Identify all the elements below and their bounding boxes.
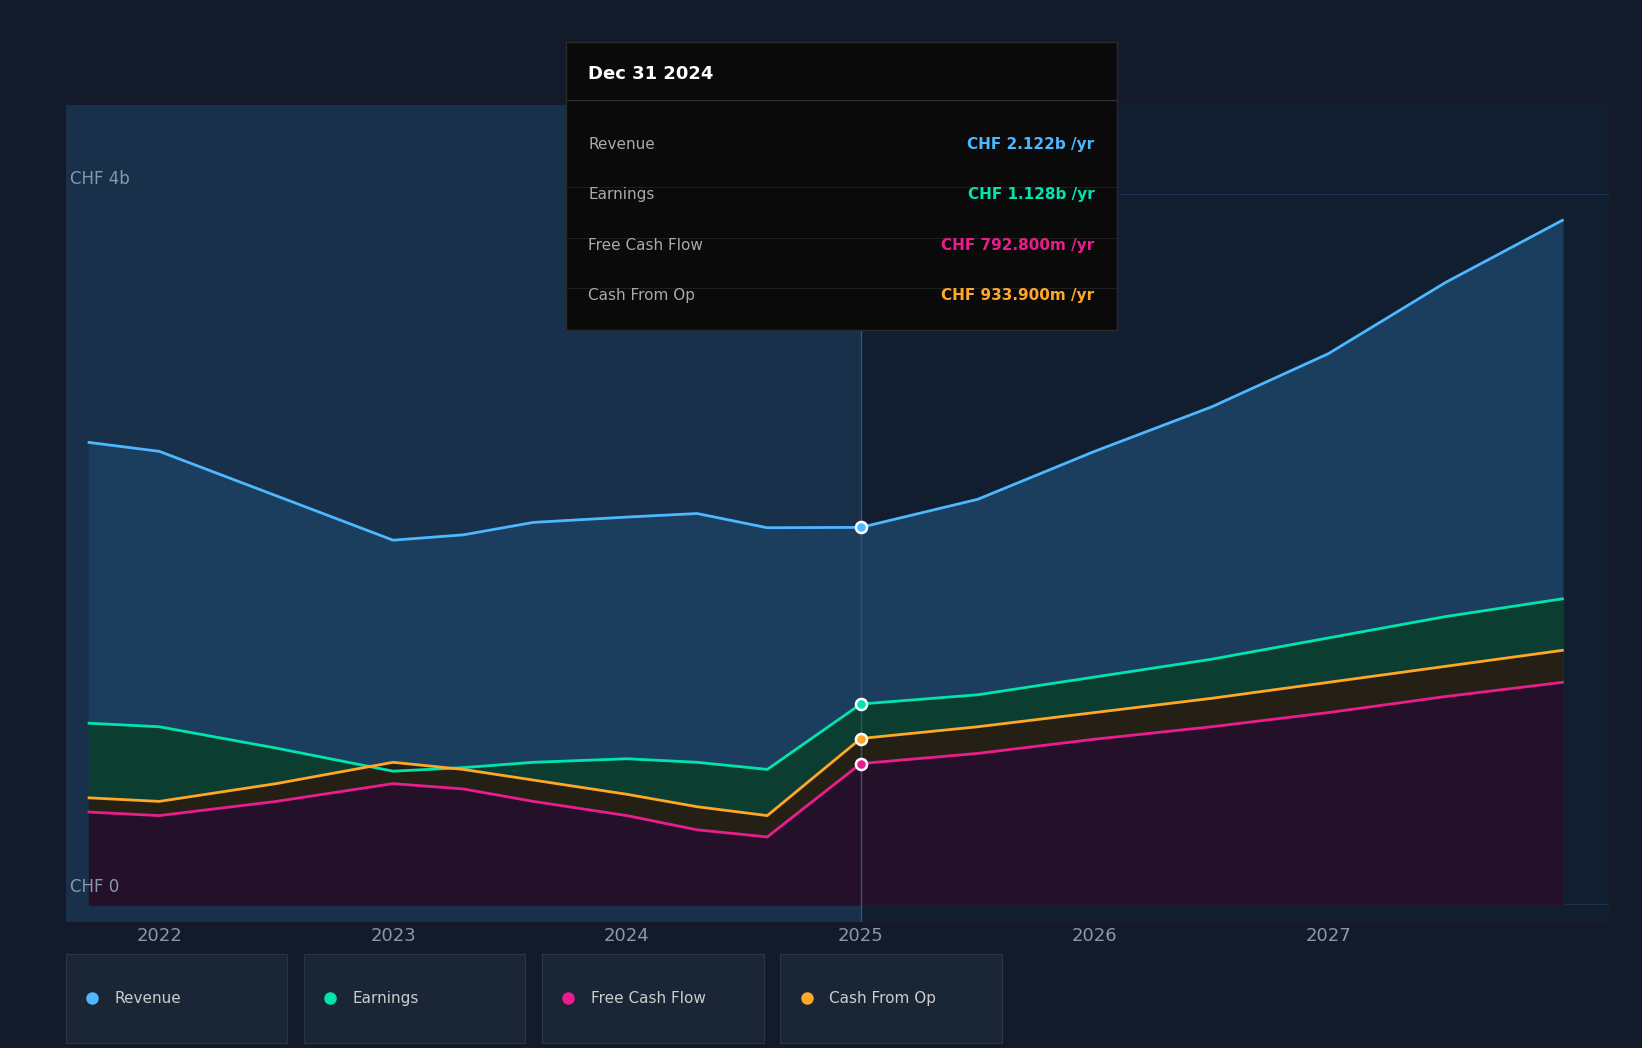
Text: Dec 31 2024: Dec 31 2024 — [588, 65, 714, 83]
Text: CHF 933.900m /yr: CHF 933.900m /yr — [941, 288, 1095, 303]
Text: Revenue: Revenue — [115, 990, 181, 1006]
Text: Earnings: Earnings — [353, 990, 419, 1006]
Text: Past: Past — [814, 236, 849, 255]
Text: CHF 4b: CHF 4b — [71, 171, 130, 189]
Text: CHF 1.128b /yr: CHF 1.128b /yr — [967, 188, 1095, 202]
Text: Cash From Op: Cash From Op — [588, 288, 696, 303]
Bar — [860, 105, 1609, 922]
Text: Revenue: Revenue — [588, 136, 655, 152]
Text: CHF 2.122b /yr: CHF 2.122b /yr — [967, 136, 1095, 152]
Text: Free Cash Flow: Free Cash Flow — [591, 990, 706, 1006]
Text: Analysts Forecasts: Analysts Forecasts — [872, 236, 1028, 255]
Text: CHF 0: CHF 0 — [71, 877, 120, 896]
Bar — [66, 105, 860, 922]
Text: CHF 792.800m /yr: CHF 792.800m /yr — [941, 238, 1095, 253]
Text: Cash From Op: Cash From Op — [829, 990, 936, 1006]
Text: Earnings: Earnings — [588, 188, 655, 202]
Text: Free Cash Flow: Free Cash Flow — [588, 238, 703, 253]
